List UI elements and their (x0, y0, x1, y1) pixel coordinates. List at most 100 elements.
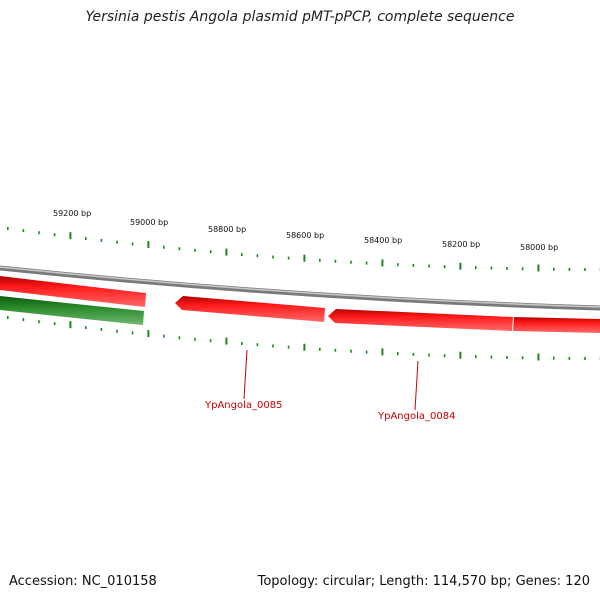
scale-tick-outer-minor (194, 248, 196, 252)
accession-value: NC_010158 (81, 574, 157, 589)
scale-tick-inner-minor (428, 353, 430, 357)
scale-label-59000: 59000 bp (130, 218, 168, 227)
label-line-ypangola-0084 (414, 360, 419, 411)
scale-tick-outer-minor (53, 233, 56, 237)
sequence-backbone (0, 265, 600, 311)
scale-tick-outer-major (381, 259, 384, 267)
scale-tick-outer-major (147, 241, 150, 249)
scale-tick-outer-minor (553, 267, 555, 271)
scale-tick-outer-minor (241, 253, 243, 256)
scale-tick-inner-minor (319, 347, 321, 351)
scale-tick-outer-minor (397, 263, 399, 267)
scale-tick-outer-minor (584, 268, 586, 271)
scale-tick-outer-minor (100, 238, 103, 242)
scale-tick-inner-minor (568, 356, 571, 360)
scale-tick-outer-minor (350, 260, 352, 264)
scale-tick-inner-minor (553, 356, 555, 360)
scale-tick-inner-minor (178, 336, 181, 340)
scale-tick-outer-minor (319, 258, 321, 262)
scale-tick-inner-minor (85, 326, 87, 330)
scale-tick-inner-major (537, 353, 540, 361)
gene-ypangola-0084[interactable] (328, 309, 513, 331)
scale-tick-inner-major (69, 321, 72, 329)
gene-reverse-right[interactable] (513, 317, 600, 333)
length-value: 114,570 bp (432, 574, 508, 589)
scale-tick-outer-major (225, 248, 228, 256)
scale-label-58400: 58400 bp (364, 236, 402, 245)
scale-tick-inner-major (303, 343, 306, 351)
scale-tick-inner-minor (116, 329, 118, 333)
topology-value: circular (322, 574, 371, 589)
scale-tick-inner-minor (209, 339, 212, 343)
scale-tick-outer-minor (85, 237, 87, 241)
scale-ticks-inner (7, 316, 600, 361)
scale-tick-outer-minor (272, 255, 274, 259)
scale-tick-inner-major (459, 351, 462, 359)
scale-tick-inner-minor (584, 357, 586, 360)
scale-tick-outer-minor (131, 242, 134, 246)
genes-value: 120 (565, 574, 590, 589)
scale-tick-outer-minor (287, 256, 290, 260)
scale-tick-inner-minor (412, 352, 415, 356)
scale-tick-inner-minor (443, 354, 446, 358)
scale-tick-inner-minor (53, 322, 56, 326)
scale-tick-inner-major (147, 330, 150, 338)
scale-tick-outer-minor (568, 267, 571, 271)
scale-tick-outer-major (459, 262, 462, 270)
scale-tick-inner-minor (287, 345, 290, 349)
scale-tick-inner-major (381, 348, 384, 356)
gene-ypangola-0085[interactable] (175, 296, 325, 322)
scale-tick-outer-minor (116, 240, 118, 244)
scale-tick-outer-minor (412, 263, 415, 267)
scale-tick-outer-minor (334, 259, 337, 263)
scale-ticks-outer (7, 227, 600, 272)
separator: ; (370, 574, 376, 589)
scale-tick-outer-minor (506, 267, 508, 270)
scale-tick-inner-minor (490, 355, 493, 359)
scale-tick-inner-minor (272, 344, 274, 348)
scale-tick-inner-minor (131, 331, 134, 335)
scale-label-59200: 59200 bp (53, 209, 91, 218)
scale-label-58200: 58200 bp (442, 240, 480, 249)
scale-tick-inner-minor (22, 318, 25, 322)
scale-tick-outer-minor (209, 250, 212, 254)
scale-label-58600: 58600 bp (286, 231, 324, 240)
scale-tick-inner-minor (38, 320, 40, 324)
accession-label: Accession: (9, 574, 78, 589)
scale-tick-inner-minor (241, 342, 243, 345)
genes-label: Genes: (515, 574, 562, 589)
sequence-stats: Topology: circular; Length: 114,570 bp; … (258, 574, 590, 589)
scale-label-58800: 58800 bp (208, 225, 246, 234)
scale-tick-inner-major (225, 337, 228, 345)
scale-label-58000: 58000 bp (520, 243, 558, 252)
scale-tick-inner-minor (397, 352, 399, 356)
accession-info: Accession: NC_010158 (9, 574, 157, 589)
scale-tick-outer-minor (521, 267, 524, 271)
scale-tick-inner-minor (475, 355, 477, 359)
scale-tick-outer-minor (490, 266, 493, 270)
scale-tick-inner-minor (100, 327, 103, 331)
scale-tick-outer-minor (475, 266, 477, 270)
gene-reverse-left[interactable] (0, 276, 146, 307)
label-line-ypangola-0085 (243, 349, 248, 400)
scale-tick-inner-minor (365, 350, 368, 354)
gene-forward-left[interactable] (0, 296, 144, 325)
scale-tick-outer-minor (428, 264, 430, 268)
gene-label-ypangola-0084[interactable]: YpAngola_0084 (377, 411, 455, 422)
scale-tick-inner-minor (256, 343, 259, 347)
separator: ; (507, 574, 512, 589)
scale-tick-inner-minor (350, 349, 352, 353)
scale-tick-inner-minor (163, 334, 165, 338)
scale-tick-inner-minor (521, 356, 524, 360)
scale-tick-outer-minor (22, 229, 25, 233)
gene-label-ypangola-0085[interactable]: YpAngola_0085 (204, 400, 282, 411)
map-title: Yersinia pestis Angola plasmid pMT-pPCP,… (85, 9, 515, 25)
length-label: Length: (379, 574, 429, 589)
sequence-backbone-highlight (0, 266, 600, 308)
scale-tick-outer-major (69, 232, 72, 240)
scale-tick-inner-minor (7, 316, 9, 319)
scale-tick-inner-minor (334, 348, 337, 352)
scale-tick-outer-minor (256, 254, 259, 258)
scale-tick-outer-minor (163, 245, 165, 249)
